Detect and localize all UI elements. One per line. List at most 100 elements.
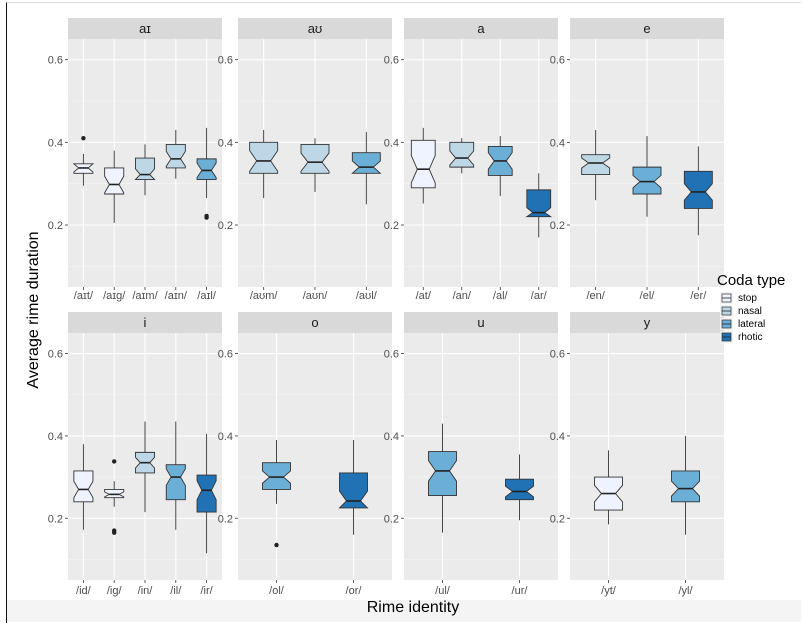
box-nasal: /in/ <box>135 333 155 597</box>
box-nasal: /en/ <box>581 39 611 302</box>
x-tick-label: /er/ <box>690 290 707 302</box>
facet-panel: y 0.2 0.4 0.6/yt/ /yl/ <box>550 312 724 597</box>
box-body <box>671 470 700 503</box>
facet-strip <box>404 18 558 39</box>
facet-title: aʊ <box>308 21 323 36</box>
y-axis-title: Average rime duration <box>25 231 42 388</box>
legend-label: rhotic <box>738 332 762 343</box>
y-tick-label: 0.4 <box>550 137 565 149</box>
legend: Coda type stop nasal lateral rhotic <box>717 272 785 343</box>
box-lateral: /aɪl/ <box>196 39 217 302</box>
x-tick-label: /aɪl/ <box>197 290 217 302</box>
facet-title: o <box>311 315 318 330</box>
box-body <box>525 189 553 218</box>
box-body <box>449 141 475 168</box>
x-tick-label: /il/ <box>170 585 182 597</box>
y-tick-label: 0.2 <box>218 513 233 525</box>
box-body <box>683 170 713 209</box>
box-body <box>104 488 125 499</box>
facet-panel: e 0.2 0.4 0.6/en/ /el/ /er/ <box>550 18 724 302</box>
facet-panels: aɪ 0.2 0.4 0.6/aɪt/ /aɪg/ /aɪm/ /aɪn/ /aɪl/aʊ 0.… <box>48 18 724 597</box>
facet-panel: aɪ 0.2 0.4 0.6/aɪt/ /aɪg/ /aɪm/ /aɪn/ /aɪl/ <box>48 18 222 302</box>
box-body <box>428 451 457 497</box>
box-body <box>165 464 186 501</box>
y-tick-label: 0.4 <box>218 137 233 149</box>
legend-label: nasal <box>738 306 762 317</box>
facet-title: u <box>477 315 484 330</box>
y-tick-label: 0.6 <box>48 349 63 361</box>
facet-title: e <box>643 21 650 36</box>
panel-background <box>570 333 724 580</box>
box-body <box>505 478 534 501</box>
box-lateral: /yl/ <box>671 333 700 597</box>
box-stop: /aɪg/ <box>103 39 126 302</box>
box-lateral: /el/ <box>632 39 662 302</box>
x-tick-label: /ir/ <box>200 585 213 597</box>
box-body <box>351 152 382 174</box>
x-tick-label: /aɪt/ <box>74 290 94 302</box>
facet-panel: aʊ 0.2 0.4 0.6/aʊm/ /aʊn/ /aʊl/ <box>218 18 392 302</box>
box-body <box>410 139 436 189</box>
box-body <box>249 141 279 174</box>
box-nasal: /aʊn/ <box>300 39 330 302</box>
x-tick-label: /ur/ <box>512 585 529 597</box>
facet-strip <box>570 18 724 39</box>
box-body <box>262 462 291 490</box>
facet-panel: a 0.2 0.4 0.6/at/ /an/ /al/ /ar/ <box>384 18 558 302</box>
x-tick-label: /aʊl/ <box>356 290 378 302</box>
facet-title: i <box>144 315 147 330</box>
y-tick-label: 0.2 <box>48 513 63 525</box>
box-lateral: /ol/ <box>262 333 291 597</box>
x-tick-label: /el/ <box>640 290 656 302</box>
box-lateral: /aʊl/ <box>351 39 382 302</box>
legend-item: nasal <box>720 305 762 317</box>
box-body <box>165 143 186 169</box>
facet-panel: i 0.2 0.4 0.6/id/ /ig/ /in/ /il/ /ir/ <box>48 312 222 597</box>
y-tick-label: 0.4 <box>48 137 63 149</box>
box-body <box>104 167 125 195</box>
x-tick-label: /en/ <box>586 290 605 302</box>
y-tick-label: 0.4 <box>48 431 63 443</box>
box-body <box>134 157 156 180</box>
y-tick-label: 0.6 <box>550 55 565 67</box>
box-body <box>632 166 662 195</box>
x-tick-label: /yt/ <box>601 585 617 597</box>
x-tick-label: /ul/ <box>435 585 451 597</box>
box-nasal: /aʊm/ <box>249 39 279 302</box>
box-body <box>338 472 369 509</box>
x-tick-label: /an/ <box>453 290 472 302</box>
y-tick-label: 0.2 <box>384 220 399 232</box>
box-body <box>196 158 217 180</box>
box-rhotic: /ar/ <box>525 39 553 302</box>
box-rhotic: /ir/ <box>196 333 217 597</box>
y-tick-label: 0.6 <box>550 349 565 361</box>
outlier-point <box>204 215 209 220</box>
legend-item: lateral <box>720 318 765 330</box>
x-tick-label: /at/ <box>416 290 432 302</box>
y-tick-label: 0.2 <box>550 220 565 232</box>
y-tick-label: 0.6 <box>384 349 399 361</box>
facet-strip <box>570 312 724 333</box>
x-tick-label: /ar/ <box>531 290 548 302</box>
x-tick-label: /al/ <box>493 290 509 302</box>
box-lateral: /ul/ <box>428 333 457 597</box>
x-tick-label: /aɪn/ <box>165 290 188 302</box>
y-tick-label: 0.4 <box>384 431 399 443</box>
y-tick-label: 0.4 <box>550 431 565 443</box>
box-stop: /ig/ <box>104 333 125 597</box>
x-tick-label: /aɪm/ <box>132 290 158 302</box>
box-body <box>73 470 94 503</box>
box-stop: /id/ <box>73 333 94 597</box>
outlier-point <box>112 459 117 464</box>
y-tick-label: 0.2 <box>48 220 63 232</box>
facet-strip <box>238 18 392 39</box>
legend-item: stop <box>720 292 757 304</box>
x-axis-title: Rime identity <box>367 599 459 616</box>
y-tick-label: 0.2 <box>218 220 233 232</box>
box-rhotic: /er/ <box>683 39 713 302</box>
facet-strip <box>68 312 222 333</box>
x-tick-label: /aɪg/ <box>103 290 126 302</box>
y-tick-label: 0.6 <box>48 55 63 67</box>
